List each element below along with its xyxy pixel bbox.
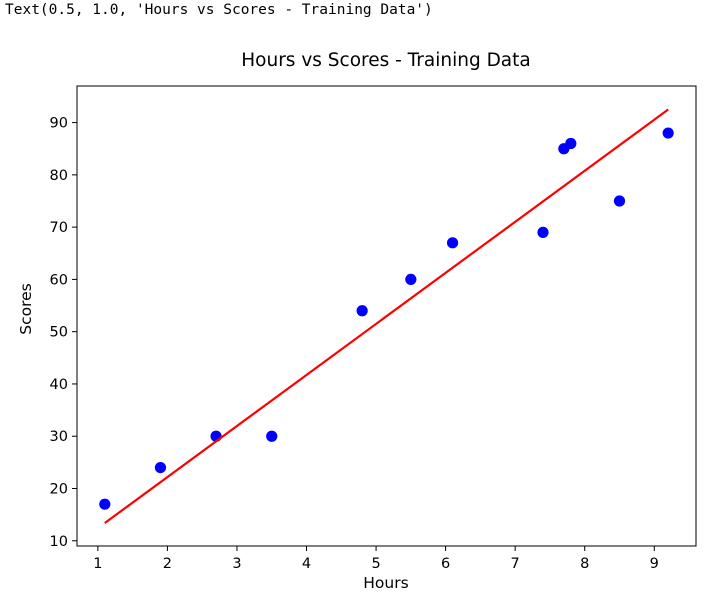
y-tick-label-30: 30 — [50, 429, 68, 445]
y-tick-label-60: 60 — [50, 272, 68, 288]
data-point-7 — [446, 237, 459, 249]
x-axis-title: Hours — [363, 574, 408, 592]
regression-line — [104, 108, 669, 524]
data-point-5 — [356, 305, 368, 317]
y-tick-label-90: 90 — [50, 116, 68, 132]
x-tick-label-7: 7 — [511, 556, 520, 572]
data-point-6 — [405, 273, 417, 286]
y-tick-label-40: 40 — [50, 377, 68, 393]
y-tick-label-50: 50 — [50, 325, 68, 341]
y-tick-label-70: 70 — [50, 220, 68, 236]
y-tick-label-10: 10 — [50, 534, 68, 550]
y-axis-title: Scores — [17, 283, 35, 335]
x-tick-label-8: 8 — [580, 556, 589, 572]
x-tick-label-9: 9 — [650, 556, 659, 572]
axes-frame — [76, 85, 697, 547]
y-tick-label-20: 20 — [50, 482, 68, 498]
data-point-2 — [154, 461, 167, 474]
x-tick-label-1: 1 — [93, 556, 102, 572]
plot-area: 1 2 3 4 5 6 7 8 9 10 20 30 40 50 60 70 80 90 — [50, 85, 697, 572]
data-point-10 — [565, 137, 577, 150]
data-point-1 — [99, 498, 111, 510]
x-tick-label-2: 2 — [163, 556, 172, 572]
data-point-11 — [613, 195, 626, 207]
x-tick-label-4: 4 — [302, 556, 311, 572]
data-point-12 — [662, 127, 674, 139]
x-tick-label-5: 5 — [371, 556, 380, 572]
y-tick-label-80: 80 — [50, 168, 68, 184]
x-tick-label-6: 6 — [441, 556, 450, 572]
x-tick-label-3: 3 — [232, 556, 241, 572]
chart-title: Hours vs Scores - Training Data — [241, 50, 531, 71]
cell-output-text: Text(0.5, 1.0, 'Hours vs Scores - Traini… — [5, 2, 433, 18]
data-point-8 — [537, 226, 549, 238]
data-point-4 — [266, 430, 278, 442]
